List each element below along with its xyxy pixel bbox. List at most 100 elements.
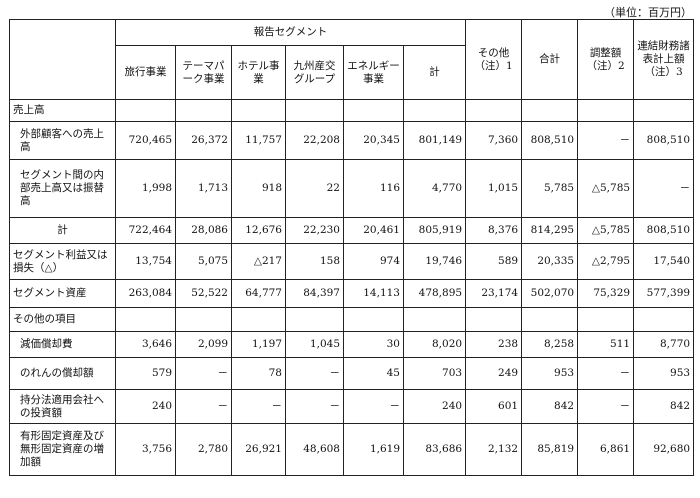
cell: 8,020 — [402, 331, 467, 358]
cell: － — [633, 159, 695, 218]
cell: 13,754 — [115, 243, 176, 280]
cell: 26,372 — [175, 121, 232, 160]
cell: 22 — [285, 159, 344, 218]
cell: 8,770 — [633, 331, 695, 358]
row-label: のれんの償却額 — [9, 357, 116, 390]
cell: 808,510 — [633, 217, 695, 244]
table-row: 持分法適用会社への投資額 240 － － － － 240 601 842 － 8… — [9, 389, 695, 424]
cell: 703 — [402, 357, 467, 390]
cell: 116 — [343, 159, 404, 218]
cell: － — [577, 389, 635, 424]
cell: 1,045 — [285, 331, 344, 358]
header-segment-energy: エネルギー事業 — [343, 45, 404, 100]
cell: 83,686 — [402, 423, 467, 476]
row-label: 持分法適用会社への投資額 — [9, 389, 116, 424]
cell: － — [285, 389, 344, 424]
cell: 4,770 — [402, 159, 467, 218]
cell: 808,510 — [633, 121, 695, 160]
cell: 1,197 — [231, 331, 286, 358]
cell: △2,795 — [577, 243, 635, 280]
cell: 20,461 — [343, 217, 404, 244]
cell: 2,780 — [175, 423, 232, 476]
row-label: 計 — [9, 217, 116, 244]
cell: △217 — [231, 243, 286, 280]
row-label: セグメント利益又は損失（△） — [9, 243, 116, 280]
cell: 20,335 — [521, 243, 579, 280]
cell: 85,819 — [521, 423, 579, 476]
cell: 2,099 — [175, 331, 232, 358]
cell: 601 — [465, 389, 523, 424]
table-row: のれんの償却額 579 － 78 － 45 703 249 953 － 953 — [9, 357, 695, 390]
cell: 14,113 — [343, 279, 404, 308]
cell: 953 — [633, 357, 695, 390]
cell: 263,084 — [115, 279, 176, 308]
cell: 3,756 — [115, 423, 176, 476]
cell: 19,746 — [402, 243, 467, 280]
table-row: セグメント資産 263,084 52,522 64,777 84,397 14,… — [9, 279, 695, 308]
cell: 238 — [465, 331, 523, 358]
cell: △5,785 — [577, 217, 635, 244]
cell: － — [175, 389, 232, 424]
cell: 953 — [521, 357, 579, 390]
cell: 249 — [465, 357, 523, 390]
row-label: 有形固定資産及び無形固定資産の増加額 — [9, 423, 116, 476]
cell: 814,295 — [521, 217, 579, 244]
cell: 3,646 — [115, 331, 176, 358]
cell: 974 — [343, 243, 404, 280]
cell: 801,149 — [402, 121, 467, 160]
table-row: 減価償却費 3,646 2,099 1,197 1,045 30 8,020 2… — [9, 331, 695, 358]
cell: 805,919 — [402, 217, 467, 244]
cell: － — [285, 357, 344, 390]
cell: 158 — [285, 243, 344, 280]
cell: 20,345 — [343, 121, 404, 160]
cell: 5,075 — [175, 243, 232, 280]
cell: 6,861 — [577, 423, 635, 476]
section-sales: 売上高 — [9, 99, 116, 122]
cell: 78 — [231, 357, 286, 390]
cell: 589 — [465, 243, 523, 280]
cell: 45 — [343, 357, 404, 390]
cell: 240 — [115, 389, 176, 424]
cell: 48,608 — [285, 423, 344, 476]
cell: 22,208 — [285, 121, 344, 160]
header-subtotal: 計 — [402, 45, 467, 100]
cell: 511 — [577, 331, 635, 358]
cell: 808,510 — [521, 121, 579, 160]
cell: 52,522 — [175, 279, 232, 308]
row-label: セグメント間の内部売上高又は振替高 — [9, 159, 116, 218]
header-reported-segments: 報告セグメント — [114, 19, 467, 46]
cell: 1,998 — [115, 159, 176, 218]
cell: 720,465 — [115, 121, 176, 160]
cell: 23,174 — [465, 279, 523, 308]
cell: 92,680 — [633, 423, 695, 476]
cell: － — [175, 357, 232, 390]
cell: 22,230 — [285, 217, 344, 244]
header-segment-hotel: ホテル事業 — [231, 45, 286, 100]
table-row: 外部顧客への売上高 720,465 26,372 11,757 22,208 2… — [9, 121, 695, 160]
cell: 579 — [115, 357, 176, 390]
cell: － — [343, 389, 404, 424]
cell: 7,360 — [465, 121, 523, 160]
cell: 17,540 — [633, 243, 695, 280]
table-row: 有形固定資産及び無形固定資産の増加額 3,756 2,780 26,921 48… — [9, 423, 695, 476]
cell: 12,676 — [231, 217, 286, 244]
table-row: 計 722,464 28,086 12,676 22,230 20,461 80… — [9, 217, 695, 244]
cell: 1,015 — [465, 159, 523, 218]
header-adjustment: 調整額（注）2 — [577, 19, 635, 100]
cell: 1,713 — [175, 159, 232, 218]
header-segment-travel: 旅行事業 — [115, 45, 176, 100]
row-label: 外部顧客への売上高 — [9, 121, 116, 160]
cell: 478,895 — [402, 279, 467, 308]
table-row: セグメント間の内部売上高又は振替高 1,998 1,713 918 22 116… — [9, 159, 695, 218]
cell: 8,376 — [465, 217, 523, 244]
cell: 1,619 — [343, 423, 404, 476]
cell: 240 — [402, 389, 467, 424]
row-label: 減価償却費 — [9, 331, 116, 358]
cell: 8,258 — [521, 331, 579, 358]
cell: 842 — [521, 389, 579, 424]
header-segment-themepark: テーマパーク事業 — [175, 45, 232, 100]
cell: 502,070 — [521, 279, 579, 308]
cell: 918 — [231, 159, 286, 218]
section-other-items: その他の項目 — [9, 307, 116, 332]
unit-note: （単位：百万円） — [604, 6, 692, 19]
